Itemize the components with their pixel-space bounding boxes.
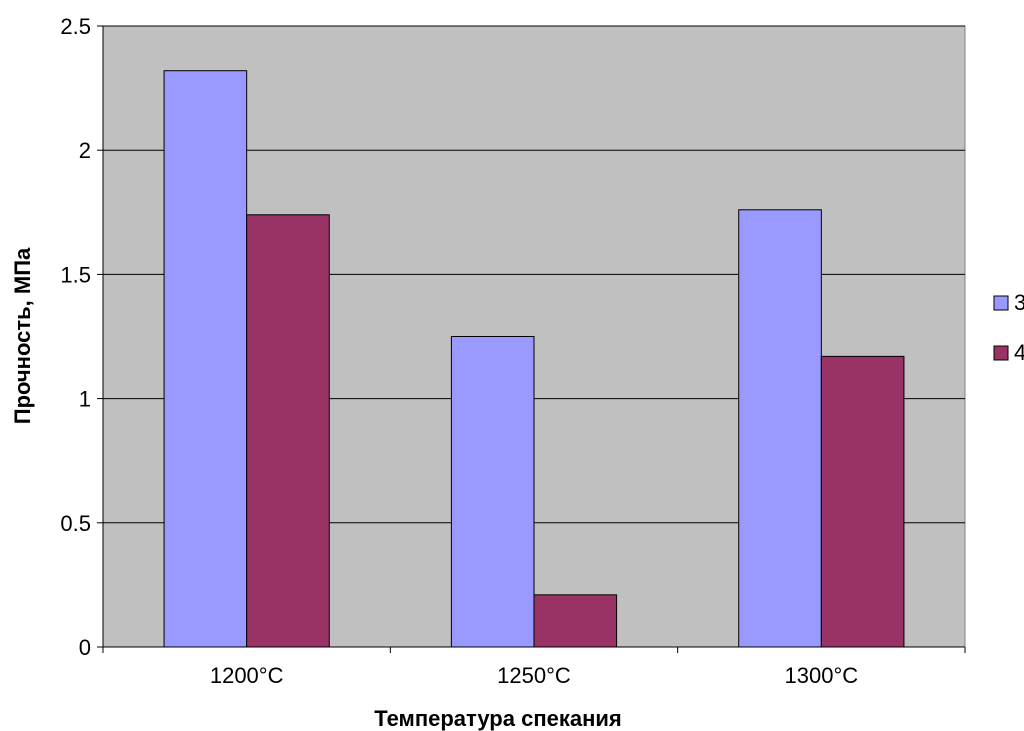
x-tick-label: 1200°C	[210, 663, 284, 688]
y-tick-label: 2.5	[60, 14, 91, 39]
y-tick-label: 0.5	[60, 511, 91, 536]
x-tick-label: 1250°C	[497, 663, 571, 688]
x-tick-label: 1300°C	[785, 663, 859, 688]
y-tick-label: 0	[79, 635, 91, 660]
bar-series-3-0	[163, 70, 248, 648]
bar-series-4-2	[820, 355, 905, 648]
legend-label-3: 3	[1014, 290, 1024, 315]
y-tick-label: 1.5	[60, 262, 91, 287]
x-axis-title: Температура спекания	[374, 706, 621, 731]
legend: 34	[993, 290, 1024, 365]
legend-swatch-4	[993, 345, 1009, 361]
axes	[97, 25, 966, 653]
bar-series-4-0	[246, 214, 330, 648]
bars	[163, 70, 905, 648]
x-tick-labels: 1200°C 1250°C 1300°C	[210, 663, 858, 688]
bar-series-3-1	[450, 336, 535, 648]
y-tick-label: 1	[79, 387, 91, 412]
bar-series-4-1	[533, 594, 618, 648]
y-tick-labels: 0 0.5 1 1.5 2 2.5	[60, 14, 91, 660]
legend-swatch-3	[993, 295, 1009, 311]
legend-label-4: 4	[1014, 340, 1024, 365]
y-tick-label: 2	[79, 138, 91, 163]
bar-series-3-2	[738, 209, 822, 648]
y-axis-title: Прочность, МПа	[10, 247, 35, 424]
